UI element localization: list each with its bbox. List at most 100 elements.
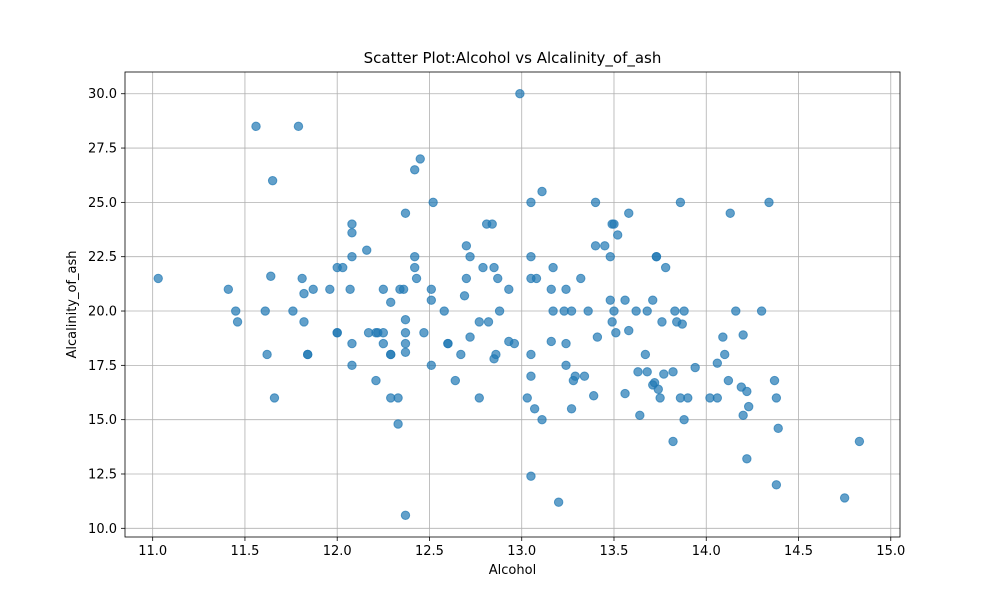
x-tick-label: 12.5 — [415, 544, 444, 559]
ticks-layer: 11.0 11.5 12.0 12.5 13.0 13.5 14.0 14.5 15.0 10.0… — [88, 87, 905, 559]
data-point — [660, 262, 671, 273]
data-point — [531, 273, 542, 284]
data-point — [657, 317, 667, 327]
data-point — [655, 393, 665, 403]
data-point — [566, 404, 577, 414]
data-point — [465, 251, 475, 262]
data-point — [620, 388, 630, 399]
data-point — [576, 273, 586, 284]
y-tick-label: 27.5 — [88, 142, 117, 157]
data-point — [378, 328, 389, 338]
data-point — [553, 497, 564, 507]
data-point — [347, 228, 357, 238]
data-point — [592, 332, 603, 342]
data-point — [588, 391, 599, 401]
data-point — [590, 241, 601, 251]
data-point — [347, 219, 357, 229]
data-point — [548, 262, 558, 273]
data-point — [393, 419, 403, 429]
x-tick-label: 11.0 — [138, 544, 167, 559]
data-point — [410, 251, 420, 262]
data-point — [474, 317, 484, 327]
data-point — [443, 338, 453, 349]
y-tick-label: 17.5 — [88, 359, 117, 374]
data-point — [386, 349, 396, 360]
data-point — [640, 349, 651, 360]
data-point — [642, 306, 652, 316]
data-point — [325, 284, 335, 294]
data-point — [731, 306, 741, 316]
data-point — [266, 271, 276, 281]
data-point — [493, 273, 503, 284]
data-point — [297, 273, 307, 284]
x-tick-label: 14.5 — [784, 544, 813, 559]
data-point — [609, 219, 619, 229]
data-point — [400, 208, 411, 218]
data-point — [611, 328, 621, 338]
data-point — [288, 306, 298, 316]
data-point — [609, 306, 619, 316]
data-point — [491, 349, 501, 360]
data-point — [579, 371, 590, 381]
data-point — [743, 401, 754, 412]
data-point — [624, 325, 634, 336]
data-point — [651, 251, 662, 262]
points-layer — [153, 89, 865, 520]
data-point — [742, 386, 752, 397]
grid-layer — [125, 72, 900, 537]
data-point — [347, 251, 357, 262]
data-point — [526, 371, 536, 381]
data-point — [668, 367, 678, 377]
data-point — [670, 306, 680, 316]
data-point — [267, 175, 278, 186]
data-point — [583, 306, 593, 316]
data-point — [262, 349, 272, 360]
data-point — [410, 262, 420, 273]
data-point — [398, 284, 409, 294]
x-axis-label: Alcohol — [489, 563, 536, 578]
data-point — [725, 208, 735, 218]
data-point — [546, 336, 556, 347]
data-point — [546, 284, 556, 294]
data-point — [561, 360, 571, 371]
data-point — [461, 241, 472, 251]
data-point — [400, 338, 411, 349]
data-point — [426, 360, 437, 371]
data-point — [526, 349, 536, 360]
data-point — [607, 317, 617, 327]
data-point — [515, 89, 525, 99]
data-point — [400, 347, 411, 358]
y-tick-label: 30.0 — [88, 87, 117, 102]
x-tick-label: 13.0 — [507, 544, 536, 559]
data-point — [419, 328, 429, 338]
chart-title: Scatter Plot:Alcohol vs Alcalinity_of_as… — [364, 49, 662, 68]
data-point — [371, 375, 381, 386]
data-point — [400, 510, 411, 520]
y-tick-label: 22.5 — [88, 250, 117, 265]
data-point — [426, 284, 437, 294]
data-point — [439, 306, 449, 316]
data-point — [299, 317, 309, 327]
plot-frame — [124, 71, 901, 538]
data-point — [293, 121, 304, 132]
data-point — [756, 306, 767, 316]
data-point — [764, 197, 774, 208]
y-axis-label: Alcalinity_of_ash — [65, 251, 80, 359]
y-tick-label: 10.0 — [88, 522, 117, 537]
data-point — [854, 436, 865, 447]
data-point — [712, 358, 723, 368]
data-point — [526, 197, 536, 208]
data-point — [338, 262, 348, 273]
data-point — [459, 291, 470, 301]
data-point — [489, 262, 499, 273]
data-point — [223, 284, 234, 294]
data-point — [738, 330, 748, 340]
data-point — [620, 295, 630, 305]
data-point — [153, 273, 163, 284]
data-point — [771, 480, 782, 490]
data-point — [378, 284, 389, 294]
data-point — [450, 375, 460, 386]
data-point — [415, 154, 425, 164]
